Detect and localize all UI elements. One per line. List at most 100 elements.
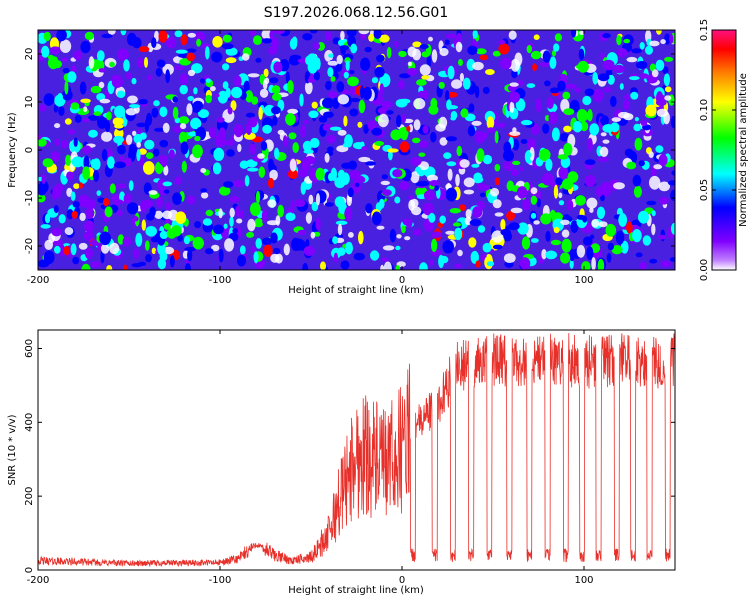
- heatmap-blob: [427, 174, 438, 182]
- heatmap-blob: [358, 156, 371, 163]
- heatmap-blob: [315, 217, 321, 231]
- heatmap-blob: [571, 30, 577, 38]
- heatmap-blob: [498, 39, 506, 45]
- heatmap-blob: [49, 56, 58, 61]
- heatmap-blob: [635, 252, 643, 258]
- heatmap-blob: [472, 30, 478, 39]
- heatmap-blob: [99, 231, 111, 246]
- heatmap-blob: [651, 69, 659, 78]
- heatmap-blob: [658, 234, 667, 240]
- heatmap-blob: [482, 242, 492, 253]
- heatmap-blob: [250, 202, 261, 217]
- heatmap-blob: [299, 93, 304, 107]
- heatmap-blob: [200, 192, 209, 199]
- heatmap-blob: [486, 261, 495, 267]
- heatmap-blob: [358, 30, 370, 35]
- heatmap-blob: [373, 30, 382, 39]
- heatmap-blob: [222, 63, 230, 71]
- heatmap-blob: [348, 160, 357, 170]
- heatmap-blob: [453, 222, 462, 227]
- heatmap-blob: [200, 188, 208, 193]
- heatmap-blob: [492, 199, 502, 209]
- heatmap-blob: [413, 228, 422, 236]
- heatmap-blob: [379, 34, 390, 43]
- heatmap-blob: [468, 237, 477, 248]
- heatmap-blob: [240, 209, 245, 220]
- heatmap-blob: [530, 50, 542, 60]
- heatmap-blob: [455, 173, 460, 187]
- heatmap-blob: [542, 172, 554, 186]
- colorbar-tick-label: 0.15: [699, 19, 710, 41]
- heatmap-blob: [59, 39, 72, 53]
- heatmap-blob: [649, 175, 661, 190]
- heatmap-blob: [471, 120, 482, 126]
- heatmap-blob: [62, 67, 70, 74]
- heatmap-blob: [267, 220, 279, 226]
- heatmap-blob: [344, 134, 353, 148]
- heatmap-blob: [288, 169, 298, 180]
- heatmap-blob: [371, 211, 382, 226]
- heatmap-blob: [43, 93, 55, 106]
- heatmap-blob: [235, 205, 241, 217]
- heatmap-blob: [489, 187, 500, 197]
- heatmap-blob: [162, 210, 173, 220]
- heatmap-blob: [232, 228, 238, 234]
- heatmap-blob: [649, 40, 660, 47]
- heatmap-blob: [606, 252, 612, 263]
- heatmap-blob: [285, 212, 296, 221]
- x-tick-label: -100: [209, 575, 232, 586]
- heatmap-blob: [648, 151, 654, 159]
- heatmap-blob: [477, 182, 485, 190]
- heatmap-blob: [404, 236, 411, 241]
- heatmap-blob: [429, 180, 440, 187]
- heatmap-blob: [254, 218, 263, 225]
- heatmap-blob: [225, 87, 231, 98]
- y-tick-label: 0: [24, 567, 35, 573]
- heatmap-blob: [157, 242, 166, 256]
- heatmap-blob: [455, 41, 463, 53]
- heatmap-blob: [465, 209, 472, 219]
- heatmap-blob: [365, 203, 373, 214]
- heatmap-blob: [449, 208, 461, 214]
- heatmap-blob: [438, 116, 448, 129]
- heatmap-blob: [450, 116, 457, 121]
- heatmap-blob: [323, 111, 334, 118]
- heatmap-blob: [413, 98, 426, 110]
- heatmap-blob: [148, 190, 158, 195]
- heatmap-blob: [184, 263, 191, 270]
- heatmap-blob: [469, 219, 482, 227]
- heatmap-blob: [171, 225, 182, 237]
- heatmap-blob: [658, 196, 669, 205]
- heatmap-blob: [519, 257, 531, 270]
- heatmap-blob: [474, 131, 486, 144]
- heatmap-blob: [241, 53, 250, 61]
- heatmap-blob: [155, 161, 164, 175]
- heatmap-blob: [546, 97, 554, 109]
- heatmap-blob: [439, 215, 447, 224]
- heatmap-blob: [143, 161, 155, 175]
- heatmap-blob: [308, 110, 319, 119]
- heatmap-blob: [66, 187, 73, 197]
- heatmap-blob: [670, 189, 675, 201]
- heatmap-blob: [591, 256, 596, 270]
- x-tick-label: 0: [399, 275, 405, 286]
- heatmap-blob: [398, 50, 407, 58]
- heatmap-blob: [664, 56, 674, 62]
- heatmap-blob: [175, 211, 187, 224]
- heatmap-blob: [132, 130, 137, 136]
- heatmap-blob: [309, 137, 320, 149]
- heatmap-blob: [44, 213, 51, 224]
- heatmap-blob: [569, 259, 574, 269]
- heatmap-blob: [456, 145, 463, 157]
- heatmap-blob: [438, 254, 445, 269]
- heatmap-blob: [600, 132, 607, 137]
- heatmap-blob: [538, 148, 551, 162]
- heatmap-blob: [292, 142, 300, 154]
- heatmap-blob: [96, 93, 106, 101]
- heatmap-blob: [70, 102, 80, 110]
- heatmap-blob: [144, 118, 150, 133]
- heatmap-blob: [270, 232, 278, 244]
- heatmap-blob: [561, 229, 570, 238]
- y-tick-label: 600: [24, 339, 35, 358]
- heatmap-blob: [620, 240, 629, 254]
